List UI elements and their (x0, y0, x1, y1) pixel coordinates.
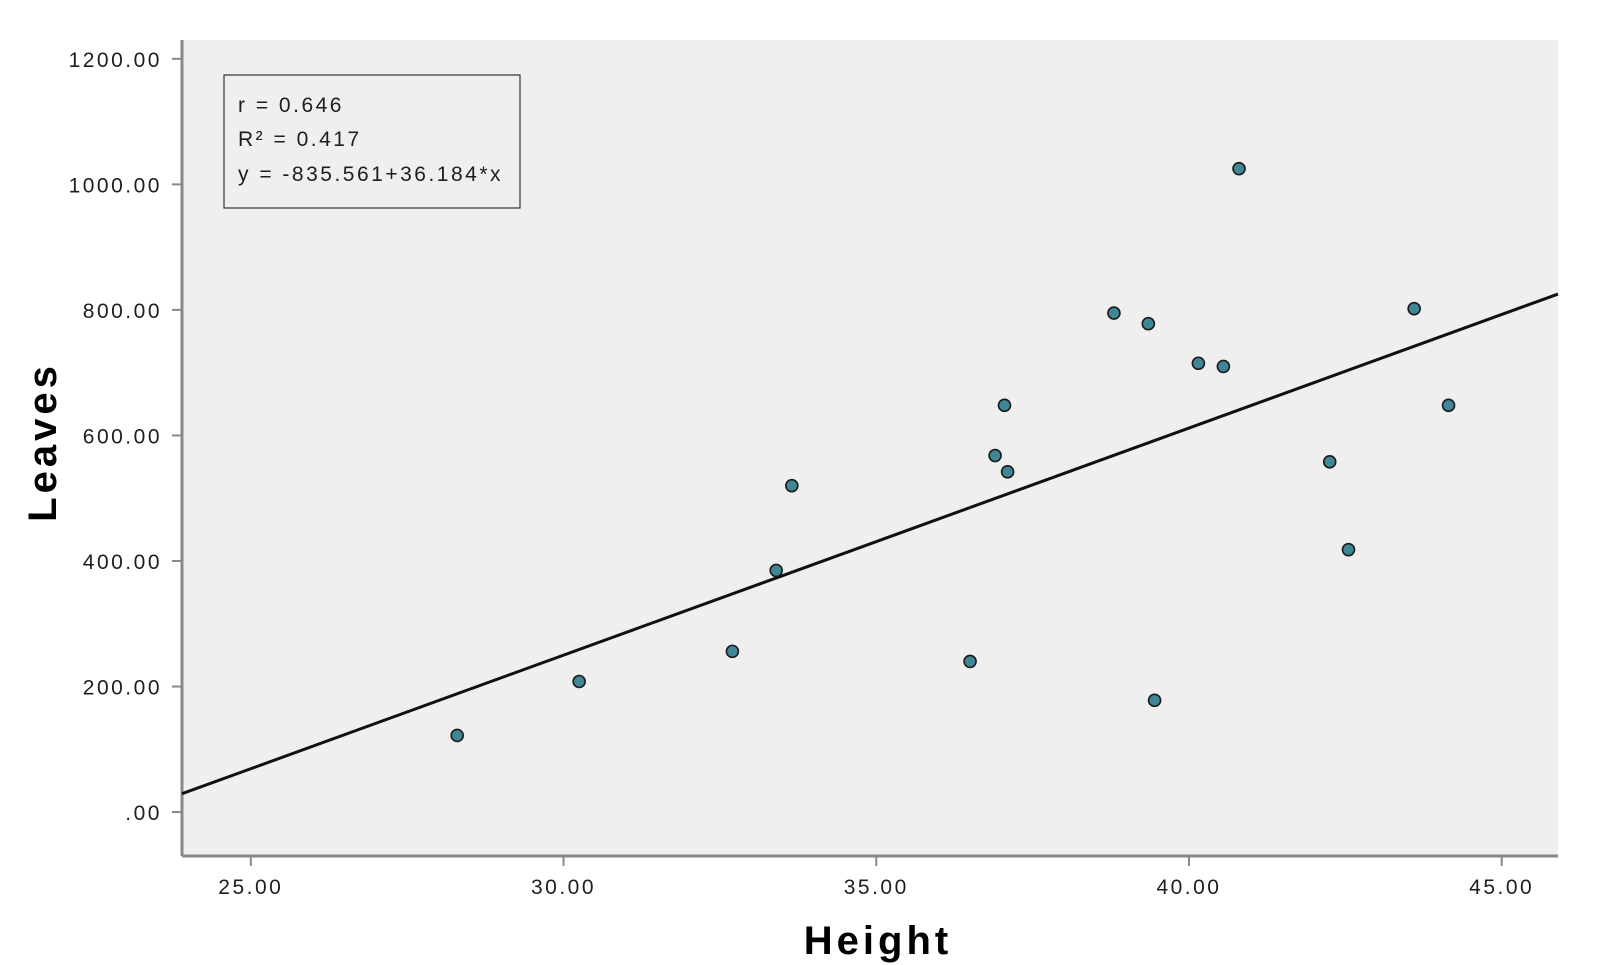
data-points (450, 161, 1456, 743)
data-point (725, 644, 740, 659)
stats-equation: y = -835.561+36.184*x (238, 163, 503, 186)
data-point (1000, 465, 1015, 479)
data-point (572, 674, 586, 689)
data-point (1322, 455, 1337, 469)
data-point (1341, 542, 1356, 557)
x-ticks: 25.00 30.00 35.00 40.00 45.00 (218, 856, 1534, 899)
stats-legend-box (223, 74, 521, 209)
data-point (1107, 306, 1121, 320)
y-tick-label: 1200.00 (69, 49, 162, 72)
x-axis-title: Height (804, 919, 952, 963)
data-point (963, 654, 977, 669)
y-tick-label: 200.00 (83, 677, 162, 700)
x-tick-label: 25.00 (218, 876, 283, 899)
stats-legend: r = 0.646 R² = 0.417 y = -835.561+36.184… (223, 74, 521, 209)
y-tick-label: 600.00 (83, 425, 162, 448)
fit-line (181, 292, 1559, 796)
data-point (769, 563, 783, 578)
data-point (997, 398, 1012, 413)
x-tick-label: 45.00 (1469, 876, 1534, 899)
data-point (1232, 161, 1246, 176)
y-ticks: .00 200.00 400.00 600.00 800.00 1000.00 1200.0… (69, 49, 182, 825)
y-tick-label: 1000.00 (69, 174, 162, 197)
y-axis-title: Leaves (21, 362, 65, 522)
data-point (1147, 693, 1162, 708)
data-point (1441, 398, 1456, 413)
data-point (450, 728, 465, 743)
plot-area (182, 40, 1558, 856)
stats-r-squared: R² = 0.417 (238, 128, 362, 151)
stats-r: r = 0.646 (238, 94, 344, 117)
y-tick-label: 400.00 (83, 551, 162, 574)
x-tick-label: 40.00 (1156, 876, 1221, 899)
y-tick-label: 800.00 (83, 300, 162, 323)
data-point (1191, 356, 1206, 371)
data-point (1141, 316, 1156, 331)
data-point (988, 448, 1002, 463)
data-point (785, 478, 799, 493)
x-tick-label: 30.00 (531, 876, 596, 899)
data-point (1407, 301, 1421, 316)
data-point (1216, 359, 1231, 374)
x-tick-label: 35.00 (844, 876, 909, 899)
y-tick-label: .00 (125, 802, 162, 825)
